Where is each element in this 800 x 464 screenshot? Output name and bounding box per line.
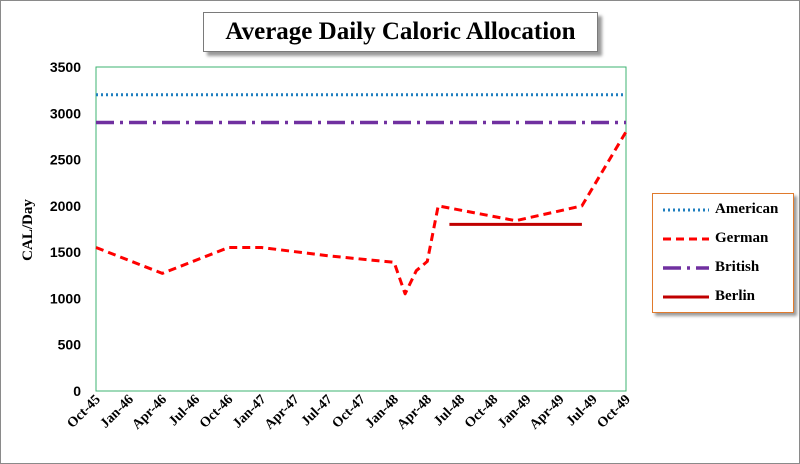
chart-title-box: Average Daily Caloric Allocation [203, 12, 598, 52]
x-tick-label: Oct-46 [197, 392, 236, 431]
x-tick-label: Jan-46 [98, 392, 137, 431]
x-tick-label: Jul-49 [564, 392, 601, 429]
legend-label: American [715, 201, 779, 217]
legend-swatch-american [663, 208, 709, 212]
y-axis-label: CAL/Day [20, 199, 36, 261]
x-tick-label: Apr-47 [262, 392, 302, 432]
y-tick-label: 3500 [50, 59, 81, 75]
x-tick-label: Oct-47 [330, 392, 369, 431]
series-lines [95, 93, 628, 296]
x-tick-label: Oct-48 [462, 392, 501, 431]
legend-label: German [715, 230, 769, 246]
x-tick-label: Jul-46 [166, 392, 203, 429]
legend-swatch-british [663, 266, 709, 270]
x-tick-label: Jul-48 [431, 392, 468, 429]
x-tick-label: Jan-48 [363, 392, 402, 431]
y-tick-label: 1000 [50, 290, 81, 306]
y-tick-label: 1500 [50, 244, 81, 260]
chart-title: Average Daily Caloric Allocation [225, 18, 576, 45]
y-tick-label: 500 [58, 337, 82, 353]
x-tick-label: Oct-49 [595, 392, 634, 431]
y-tick-label: 0 [73, 383, 81, 399]
x-tick-label: Jul-47 [299, 392, 336, 429]
x-tick-label: Apr-46 [130, 392, 170, 432]
x-tick-label: Apr-49 [527, 392, 567, 432]
y-tick-label: 2500 [50, 152, 81, 168]
legend-swatch-berlin [663, 295, 709, 299]
legend-label: British [715, 259, 760, 275]
legend: American German British Berlin [652, 193, 794, 313]
series-line-german [95, 131, 628, 296]
legend-item-berlin: Berlin [653, 283, 793, 311]
legend-label: Berlin [715, 288, 755, 304]
y-tick-label: 2000 [50, 198, 81, 214]
x-tick-label: Jan-49 [495, 392, 534, 431]
legend-item-german: German [653, 225, 793, 253]
y-axis: 0 500 1000 1500 2000 2500 3000 3500 [50, 59, 81, 399]
x-tick-label: Oct-45 [65, 392, 104, 431]
plot-area [95, 66, 627, 392]
legend-swatch-german [663, 237, 709, 241]
x-tick-label: Apr-48 [395, 392, 435, 432]
x-axis: Oct-45Jan-46Apr-46Jul-46Oct-46Jan-47Apr-… [65, 392, 634, 432]
x-tick-label: Jan-47 [230, 392, 269, 431]
y-tick-label: 3000 [50, 105, 81, 121]
legend-item-british: British [653, 254, 793, 282]
legend-item-american: American [653, 196, 793, 224]
